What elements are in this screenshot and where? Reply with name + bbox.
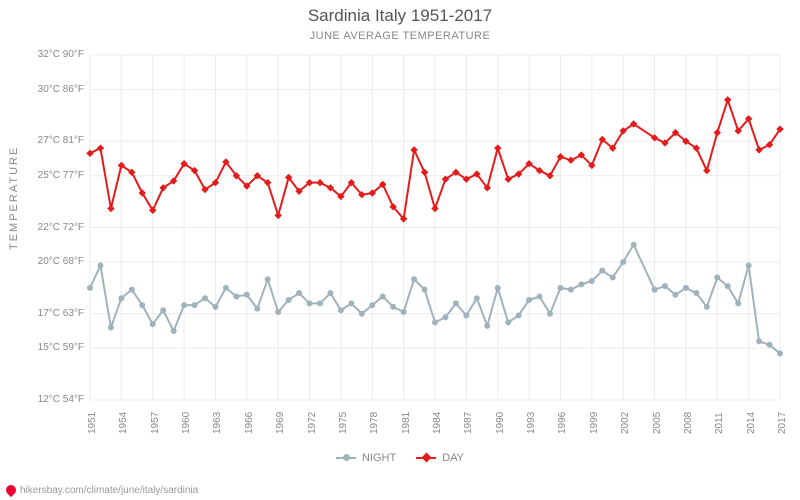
x-tick-label: 1987 xyxy=(463,412,474,434)
chart-container: Sardinia Italy 1951-2017 JUNE AVERAGE TE… xyxy=(0,0,800,500)
y-tick-label: 12°C 54°F xyxy=(38,394,84,405)
x-tick-label: 1996 xyxy=(557,412,568,434)
x-tick-label: 1999 xyxy=(589,412,600,434)
x-tick-label: 1990 xyxy=(495,412,506,434)
x-tick-label: 1981 xyxy=(401,412,412,434)
attribution-text: hikersbay.com/climate/june/italy/sardini… xyxy=(20,485,198,496)
x-tick-label: 2011 xyxy=(714,412,725,434)
x-tick-label: 1963 xyxy=(212,412,223,434)
legend-item-day: DAY xyxy=(416,452,464,464)
y-tick-label: 30°C 86°F xyxy=(38,84,84,95)
x-tick-label: 1966 xyxy=(244,412,255,434)
y-tick-label: 22°C 72°F xyxy=(38,222,84,233)
legend-item-night: NIGHT xyxy=(336,452,396,464)
y-tick-label: 25°C 77°F xyxy=(38,170,84,181)
legend-marker-icon xyxy=(416,457,436,459)
legend-marker-icon xyxy=(336,457,356,459)
x-tick-label: 2005 xyxy=(652,412,663,434)
x-tick-label: 1960 xyxy=(181,412,192,434)
legend-label: DAY xyxy=(442,452,464,464)
x-tick-label: 1969 xyxy=(275,412,286,434)
chart-legend: NIGHT DAY xyxy=(0,450,800,464)
y-tick-label: 20°C 68°F xyxy=(38,256,84,267)
x-tick-label: 1972 xyxy=(307,412,318,434)
y-tick-label: 15°C 59°F xyxy=(38,342,84,353)
x-tick-label: 1957 xyxy=(150,412,161,434)
attribution: hikersbay.com/climate/june/italy/sardini… xyxy=(6,485,198,496)
x-tick-label: 2008 xyxy=(683,412,694,434)
x-tick-label: 1954 xyxy=(118,412,129,434)
y-tick-label: 32°C 90°F xyxy=(38,49,84,60)
legend-label: NIGHT xyxy=(362,452,396,464)
x-tick-label: 2002 xyxy=(620,412,631,434)
x-tick-label: 2017 xyxy=(777,412,788,434)
x-tick-label: 1984 xyxy=(432,412,443,434)
map-pin-icon xyxy=(4,483,18,497)
x-tick-label: 2014 xyxy=(746,412,757,434)
x-tick-label: 1951 xyxy=(87,412,98,434)
y-tick-label: 17°C 63°F xyxy=(38,308,84,319)
x-tick-label: 1993 xyxy=(526,412,537,434)
y-tick-label: 27°C 81°F xyxy=(38,135,84,146)
x-tick-label: 1975 xyxy=(338,412,349,434)
x-tick-label: 1978 xyxy=(369,412,380,434)
